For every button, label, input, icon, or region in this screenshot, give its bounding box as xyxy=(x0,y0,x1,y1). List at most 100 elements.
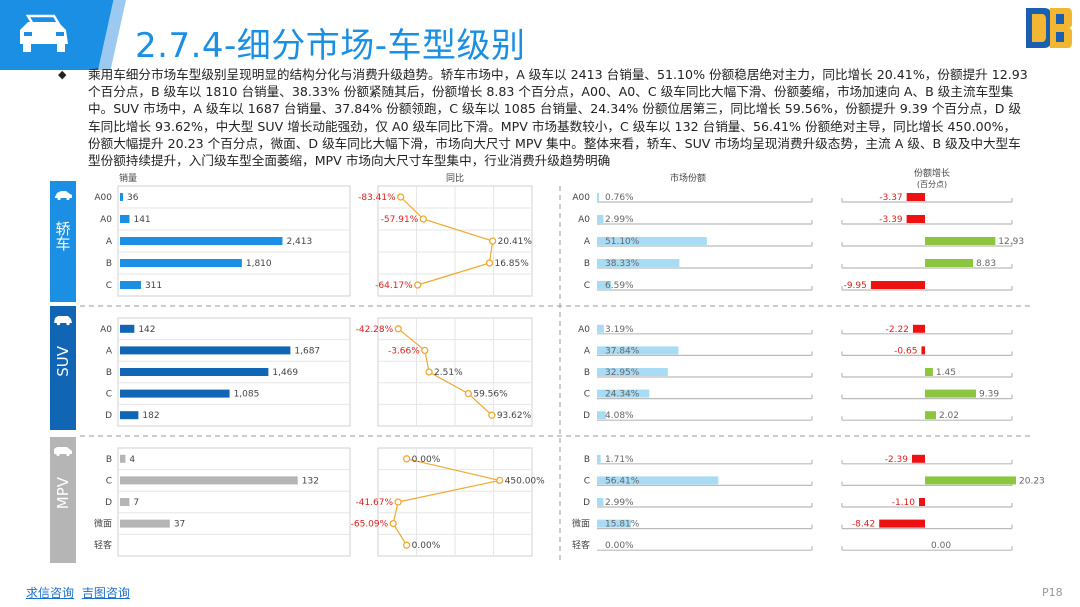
yoy-point xyxy=(488,237,497,245)
sales-value-label: 36 xyxy=(127,193,139,203)
share-bar xyxy=(597,259,680,267)
share-bar xyxy=(597,368,668,376)
sales-category-label: A xyxy=(106,346,113,356)
growth-value-label: 1.45 xyxy=(936,368,956,378)
share-bar xyxy=(597,193,599,201)
yoy-value-label: 0.00% xyxy=(412,455,441,465)
growth-value-label: -0.65 xyxy=(894,346,917,356)
sales-value-label: 132 xyxy=(302,476,319,486)
share-category-label: D xyxy=(583,411,590,421)
share-value-label: 56.41% xyxy=(605,476,640,486)
yoy-point xyxy=(464,389,473,398)
footer-link-qiuxin[interactable]: 求信咨询 xyxy=(26,586,75,600)
yoy-value-label: -41.67% xyxy=(355,498,393,508)
share-value-label: 4.08% xyxy=(605,411,634,421)
share-bar xyxy=(597,346,679,355)
share-value-label: 38.33% xyxy=(605,259,640,269)
growth-value-label: 8.83 xyxy=(976,259,996,269)
share-category-label: B xyxy=(584,455,590,465)
growth-bar-positive xyxy=(925,237,996,245)
brand-logo-icon xyxy=(1026,8,1072,48)
header-share-growth-unit: (百分点) xyxy=(917,180,947,189)
sales-category-label: A0 xyxy=(100,325,112,335)
sales-category-label: 微面 xyxy=(94,518,112,530)
yoy-point xyxy=(419,215,427,223)
growth-bar-positive xyxy=(925,411,936,420)
share-value-label: 1.71% xyxy=(605,455,634,465)
share-value-label: 32.95% xyxy=(605,368,640,378)
share-bar xyxy=(597,411,606,420)
yoy-point xyxy=(425,368,433,376)
sales-bar xyxy=(120,324,135,333)
sales-value-label: 1,085 xyxy=(234,390,260,400)
share-value-label: 3.19% xyxy=(605,325,634,335)
share-bar xyxy=(597,498,604,506)
growth-value-label: -3.39 xyxy=(879,215,903,225)
share-category-label: C xyxy=(584,281,590,291)
sales-bar xyxy=(120,193,123,201)
yoy-point xyxy=(389,519,397,528)
growth-value-label: -2.22 xyxy=(886,325,909,335)
header-share-growth: 份额增长 xyxy=(914,167,950,179)
growth-value-label: -3.37 xyxy=(879,193,902,203)
growth-bar-negative xyxy=(919,498,925,506)
sales-value-label: 2,413 xyxy=(286,237,312,247)
sales-bar xyxy=(120,519,170,528)
sales-bar xyxy=(120,498,130,506)
share-category-label: A xyxy=(584,346,591,356)
summary-text: 乘用车细分市场车型级别呈现明显的结构分化与消费升级趋势。轿车市场中，A 级车以 … xyxy=(88,67,1028,169)
share-bar xyxy=(597,389,650,398)
growth-value-label: 0.00 xyxy=(931,541,951,551)
segment-label-suv: SUV xyxy=(50,306,76,430)
yoy-point xyxy=(496,476,504,485)
share-value-label: 6.59% xyxy=(605,281,634,291)
yoy-value-label: 20.41% xyxy=(498,237,533,247)
sales-bar xyxy=(120,368,269,376)
sales-bar xyxy=(120,346,291,355)
sales-category-label: C xyxy=(106,476,112,486)
sales-category-label: D xyxy=(105,498,112,508)
yoy-point xyxy=(403,541,411,549)
sales-category-label: C xyxy=(106,390,112,400)
sales-category-label: A00 xyxy=(94,193,112,203)
yoy-point xyxy=(485,259,494,267)
growth-bar-negative xyxy=(906,215,925,223)
footer-link-jitu[interactable]: 吉图咨询 xyxy=(81,586,130,600)
yoy-point xyxy=(394,325,402,333)
share-value-label: 2.99% xyxy=(605,215,634,225)
yoy-value-label: -83.41% xyxy=(358,193,396,203)
sales-panel-frame xyxy=(117,447,351,557)
share-value-label: 2.99% xyxy=(605,498,634,508)
sales-bar xyxy=(120,454,126,463)
growth-bar-negative xyxy=(879,519,925,528)
sales-panel-frame xyxy=(117,185,351,297)
sales-value-label: 142 xyxy=(138,325,155,335)
sales-bar xyxy=(120,476,298,485)
sales-category-label: C xyxy=(106,281,112,291)
segment-label-sedan: 轿车 xyxy=(50,181,76,302)
sales-category-label: B xyxy=(106,455,112,465)
yoy-value-label: 0.00% xyxy=(412,541,441,551)
growth-value-label: -9.95 xyxy=(844,281,867,291)
share-bar xyxy=(597,476,719,485)
sales-panel-frame xyxy=(117,317,351,427)
share-category-label: B xyxy=(584,259,590,269)
yoy-value-label: -64.17% xyxy=(375,281,413,291)
suv-icon xyxy=(54,316,72,326)
growth-value-label: -2.39 xyxy=(885,455,909,465)
share-bar xyxy=(597,237,707,245)
sales-value-label: 1,810 xyxy=(246,259,272,269)
sales-value-label: 182 xyxy=(142,411,159,421)
share-category-label: 轻客 xyxy=(572,539,590,551)
yoy-line xyxy=(392,458,500,546)
sales-bar xyxy=(120,389,230,398)
share-value-label: 24.34% xyxy=(605,390,640,400)
share-category-label: A00 xyxy=(572,193,590,203)
growth-bar-positive xyxy=(925,476,1016,485)
share-value-label: 51.10% xyxy=(605,237,640,247)
sales-category-label: B xyxy=(106,368,112,378)
yoy-point xyxy=(403,455,411,463)
share-bar xyxy=(597,215,604,223)
share-bar xyxy=(597,454,601,463)
share-bar xyxy=(597,519,631,528)
